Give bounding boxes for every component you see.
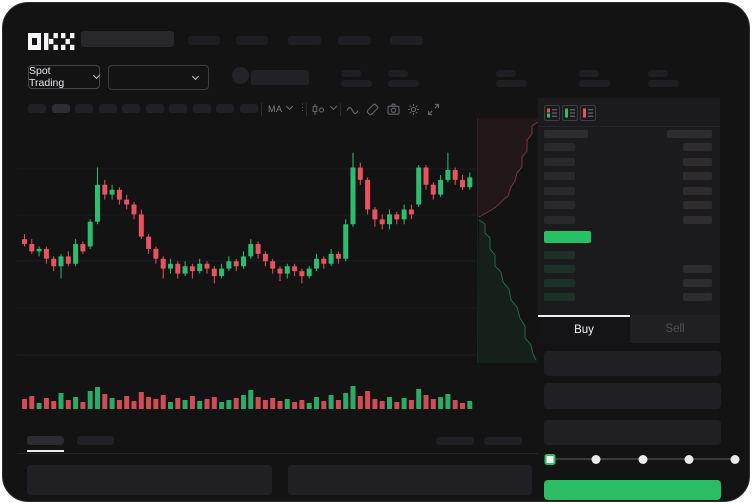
tab-buy-label: Buy [574, 324, 594, 336]
orders-panel-placeholder [288, 465, 532, 495]
orderbook-view-combined-icon[interactable] [544, 105, 560, 121]
nav-item-placeholder[interactable] [338, 36, 371, 45]
coin-avatar[interactable] [232, 67, 249, 84]
interval-button-placeholder[interactable] [216, 104, 234, 113]
orderbook-view-bids-icon[interactable] [562, 105, 578, 121]
pair-name-placeholder[interactable] [251, 70, 309, 85]
nav-item-placeholder[interactable] [390, 36, 423, 45]
trade-mode-dropdown[interactable]: Spot Trading [28, 65, 101, 89]
interval-button-placeholder[interactable] [169, 104, 187, 113]
slider-stop[interactable] [684, 454, 694, 464]
orderbook-header-amount [667, 130, 712, 138]
eraser-tool-icon[interactable] [366, 103, 379, 116]
interval-button-placeholder[interactable] [98, 104, 117, 113]
toolbar-divider [261, 103, 262, 116]
interval-button-placeholder[interactable] [239, 104, 258, 113]
slider-stop[interactable] [730, 454, 740, 464]
toolbar-divider [306, 103, 307, 116]
bottom-tab[interactable] [77, 436, 114, 445]
tab-buy[interactable]: Buy [538, 315, 630, 343]
chevron-down-icon[interactable] [329, 102, 338, 111]
active-tab-underline [27, 450, 64, 452]
depth-chart [477, 118, 539, 363]
search-placeholder[interactable] [81, 31, 174, 47]
ticker-stat-value [579, 80, 610, 87]
ticker-stat-label [579, 70, 599, 77]
ticker-stat-label [648, 70, 668, 77]
interval-button-placeholder[interactable] [75, 104, 93, 113]
order-amount-field[interactable] [544, 383, 721, 409]
ma-indicator-button[interactable]: MA [268, 104, 283, 114]
ticker-stat-value [496, 80, 527, 87]
candles [22, 152, 473, 284]
orderbook-divider [538, 126, 720, 127]
fullscreen-expand-icon[interactable] [427, 103, 440, 116]
nav-item-placeholder[interactable] [236, 36, 268, 45]
tab-sell-label: Sell [665, 323, 685, 335]
camera-snapshot-icon[interactable] [387, 103, 400, 116]
bottom-action-placeholder[interactable] [436, 437, 474, 445]
slider-stop[interactable] [591, 454, 601, 464]
chevron-down-icon [92, 71, 101, 80]
line-tool-icon[interactable] [346, 103, 359, 116]
order-price-field[interactable] [544, 351, 721, 376]
last-price-bar[interactable] [544, 231, 591, 243]
slider-stop[interactable] [638, 454, 647, 464]
interval-button-placeholder[interactable] [51, 104, 70, 113]
orderbook-panel [538, 98, 720, 315]
candle-style-icon[interactable] [312, 103, 325, 116]
interval-button-placeholder[interactable] [192, 104, 211, 113]
ticker-stat-value [388, 80, 419, 87]
ticker-stat-value [341, 80, 372, 87]
interval-button-placeholder[interactable] [28, 104, 46, 113]
orders-panel-placeholder [27, 465, 272, 495]
ticker-stat-label [341, 70, 361, 77]
orderbook-view-asks-icon[interactable] [580, 105, 596, 121]
chevron-down-icon[interactable] [285, 102, 294, 111]
slider-stop[interactable] [544, 453, 556, 465]
interval-button-placeholder[interactable] [122, 104, 140, 113]
chart-gridlines [17, 168, 477, 356]
okx-logo [28, 33, 75, 50]
chevron-down-icon [191, 72, 200, 80]
order-total-field[interactable] [544, 420, 721, 445]
toolbar-divider [340, 103, 341, 116]
trade-mode-label: Spot Trading [29, 65, 65, 89]
bottom-divider [17, 453, 538, 454]
nav-item-placeholder[interactable] [188, 36, 220, 45]
volume-bars [22, 386, 473, 409]
orderbook-header-price [544, 130, 588, 138]
settings-gear-icon[interactable] [407, 103, 420, 116]
ticker-stat-label [388, 70, 408, 77]
bottom-tab-active[interactable] [27, 436, 64, 445]
ticker-stat-label [496, 70, 516, 77]
bottom-action-placeholder[interactable] [484, 437, 522, 445]
more-indicators-icon[interactable]: ⋮ [298, 102, 308, 112]
buy-submit-button[interactable] [544, 480, 721, 500]
amount-slider[interactable] [544, 453, 740, 465]
ticker-stat-value [648, 80, 679, 87]
interval-button-placeholder[interactable] [145, 104, 164, 113]
tab-sell[interactable]: Sell [630, 315, 720, 343]
nav-item-placeholder[interactable] [288, 36, 321, 45]
pair-selector-dropdown[interactable] [108, 65, 209, 90]
